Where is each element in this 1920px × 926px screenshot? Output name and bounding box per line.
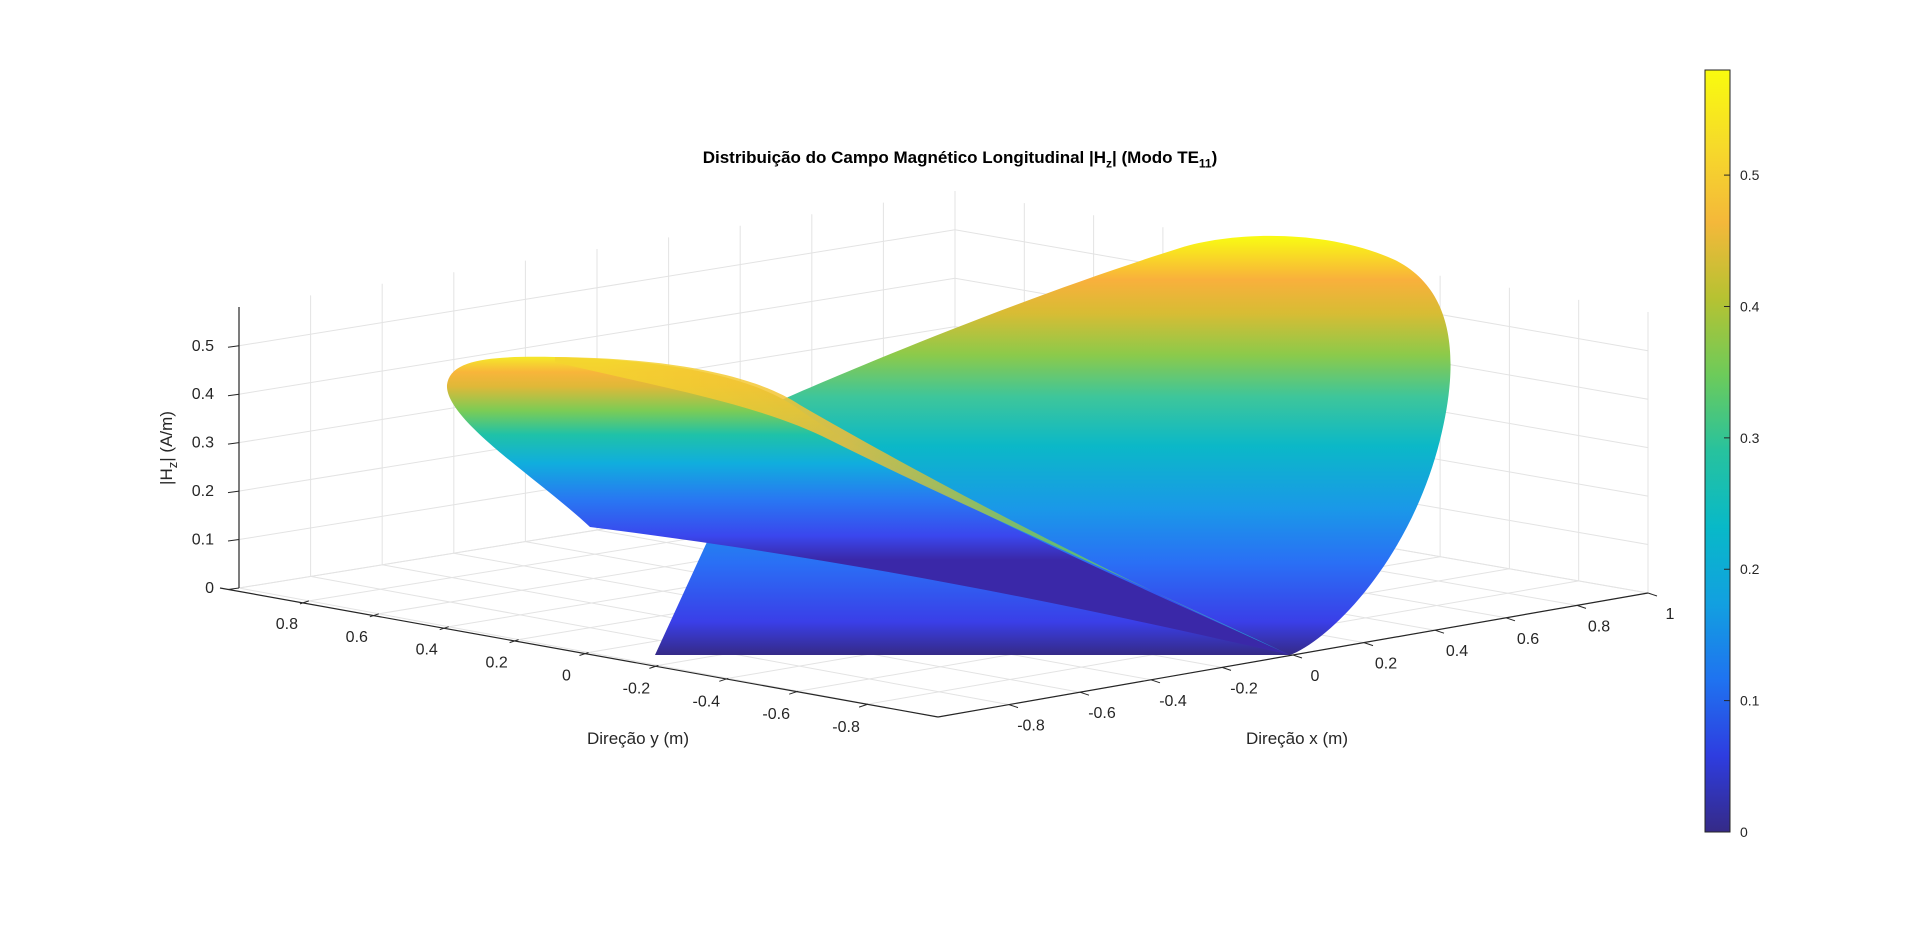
- colorbar-tick-label: 0.5: [1740, 167, 1760, 183]
- y-tick-label: 0.2: [485, 655, 507, 672]
- colorbar-tick-label: 0.4: [1740, 298, 1760, 314]
- z-tick-mark: [227, 393, 240, 397]
- z-tick-label: 0.1: [192, 532, 214, 549]
- x-tick-mark: [1221, 666, 1232, 671]
- y-tick-mark: [719, 677, 729, 682]
- z-tick-mark: [227, 490, 240, 494]
- x-tick-label: 0.8: [1588, 618, 1610, 635]
- colorbar-ticks: 0 0.1 0.2 0.3 0.4 0.5: [1724, 167, 1760, 840]
- z-tick-label: 0.4: [192, 386, 214, 403]
- x-tick-label: -0.4: [1159, 693, 1187, 710]
- y-tick-label: -0.2: [623, 680, 651, 697]
- colorbar-tick-label: 0.1: [1740, 693, 1760, 709]
- y-tick-label: 0: [562, 668, 571, 685]
- x-tick-label: -0.8: [1017, 718, 1045, 735]
- x-tick-mark: [1079, 691, 1090, 696]
- colorbar-gradient: [1704, 69, 1731, 833]
- x-tick-label: 0: [1311, 668, 1320, 685]
- z-axis-label: |Hz| (A/m): [157, 411, 180, 485]
- x-tick-label: -0.2: [1230, 680, 1258, 697]
- colorbar-tick-label: 0: [1740, 824, 1748, 840]
- surface: [446, 235, 1451, 655]
- colorbar-tick-label: 0.3: [1740, 430, 1760, 446]
- y-tick-mark: [369, 613, 379, 618]
- x-tick-mark: [1292, 654, 1303, 659]
- x-tick-mark: [1505, 617, 1516, 622]
- chart-title: Distribuição do Campo Magnético Longitud…: [702, 148, 1218, 171]
- y-tick-label: -0.8: [832, 719, 860, 736]
- z-tick-mark: [227, 345, 240, 348]
- z-tick-label: 0: [205, 580, 214, 597]
- y-tick-mark: [858, 703, 869, 708]
- y-tick-label: 0.8: [276, 616, 298, 633]
- y-tick-mark: [299, 600, 310, 605]
- x-tick-mark: [1434, 629, 1445, 634]
- z-tick-label: 0.2: [192, 483, 214, 500]
- x-tick-label: -0.6: [1088, 705, 1116, 722]
- y-axis-line: [219, 587, 939, 718]
- y-tick-label: 0.6: [346, 629, 368, 646]
- x-tick-label: 0.4: [1446, 643, 1468, 660]
- x-tick-mark: [1576, 604, 1587, 609]
- z-tick-label: 0.5: [192, 338, 214, 355]
- z-tick-mark: [227, 587, 240, 590]
- y-tick-mark: [789, 690, 799, 695]
- x-tick-mark: [1150, 679, 1161, 684]
- x-tick-label: 0.6: [1517, 631, 1539, 648]
- z-tick-mark: [227, 442, 240, 445]
- z-tick-label: 0.3: [192, 435, 214, 452]
- x-tick-mark: [1008, 704, 1019, 709]
- z-tick-mark: [227, 539, 240, 542]
- y-tick-mark: [649, 664, 659, 669]
- y-tick-mark: [439, 626, 449, 631]
- y-tick-label: 0.4: [416, 642, 438, 659]
- tick-labels: 0 0.1 0.2 0.3 0.4 0.5 0.8 0.6 0.4 0.2 0 -0.2 -0.4 -0.…: [192, 338, 1675, 736]
- y-axis-label: Direção y (m): [587, 729, 689, 748]
- y-tick-mark: [509, 639, 519, 644]
- x-axis-label: Direção x (m): [1246, 729, 1348, 748]
- colorbar: 0 0.1 0.2 0.3 0.4 0.5: [1704, 69, 1760, 840]
- surface-left-lobe: [446, 356, 1290, 655]
- x-tick-mark: [1647, 592, 1658, 597]
- x-tick-label: 1: [1666, 606, 1675, 623]
- y-tick-label: -0.4: [693, 693, 721, 710]
- y-tick-mark: [579, 652, 589, 656]
- x-tick-label: 0.2: [1375, 656, 1397, 673]
- x-tick-mark: [1363, 642, 1374, 647]
- colorbar-tick-label: 0.2: [1740, 561, 1760, 577]
- y-tick-label: -0.6: [762, 706, 790, 723]
